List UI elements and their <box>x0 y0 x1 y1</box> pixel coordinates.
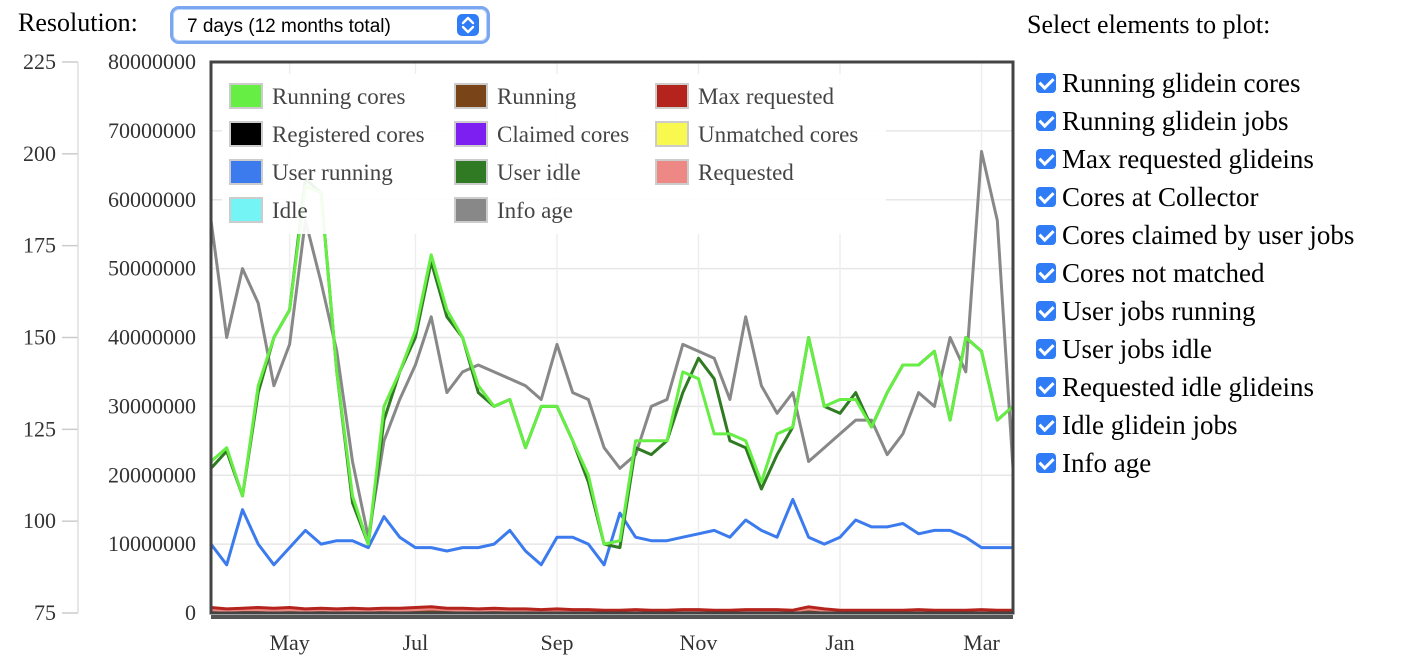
x-tick-label: Jul <box>403 630 429 655</box>
plot-element-item[interactable]: Requested idle glideins <box>1036 368 1354 406</box>
legend-swatch <box>655 159 689 185</box>
y-tick-label: 30000000 <box>108 393 196 418</box>
plot-element-item[interactable]: Cores at Collector <box>1036 178 1354 216</box>
legend-swatch <box>229 121 263 147</box>
legend-swatch <box>229 83 263 109</box>
plot-element-item[interactable]: Cores not matched <box>1036 254 1354 292</box>
legend-swatch <box>454 197 488 223</box>
x-tick-label: Sep <box>540 630 573 655</box>
checkbox-checked-icon[interactable] <box>1036 73 1056 93</box>
plot-frame <box>209 60 1015 615</box>
legend-label: Running cores <box>272 84 406 109</box>
plot-element-label: User jobs running <box>1062 295 1256 326</box>
plot-element-item[interactable]: Running glidein jobs <box>1036 102 1354 140</box>
plot-element-label: Max requested glideins <box>1062 143 1314 174</box>
series-line <box>209 497 1013 567</box>
legend-swatch <box>229 159 263 185</box>
sidebar-title: Select elements to plot: <box>1027 10 1271 39</box>
checkbox-checked-icon[interactable] <box>1036 225 1056 245</box>
x-tick-label: Mar <box>963 630 1000 655</box>
checkbox-checked-icon[interactable] <box>1036 149 1056 169</box>
plot-element-label: User jobs idle <box>1062 333 1212 364</box>
y-left-tick-label: 100 <box>23 508 56 533</box>
y-tick-label: 10000000 <box>108 531 196 556</box>
checkbox-checked-icon[interactable] <box>1036 111 1056 131</box>
plot-element-label: Info age <box>1062 447 1152 478</box>
y-tick-label: 60000000 <box>108 187 196 212</box>
checkbox-checked-icon[interactable] <box>1036 301 1056 321</box>
line-chart: 225 200 175 150 125 100 75 80000000 70000000 6000… <box>23 49 1015 655</box>
plot-element-label: Cores at Collector <box>1062 181 1259 212</box>
legend-swatch <box>454 121 488 147</box>
legend-swatch <box>229 197 263 223</box>
plot-element-label: Running glidein cores <box>1062 67 1301 98</box>
legend: Running cores Running Max requested Registe… <box>222 74 886 234</box>
legend-label: Idle <box>272 198 308 223</box>
plot-element-label: Idle glidein jobs <box>1062 409 1238 440</box>
plot-element-item[interactable]: Cores claimed by user jobs <box>1036 216 1354 254</box>
y-left-tick-label: 225 <box>23 50 56 74</box>
legend-label: User idle <box>497 160 581 185</box>
legend-label: Registered cores <box>272 122 425 147</box>
legend-swatch <box>655 83 689 109</box>
plot-element-label: Cores claimed by user jobs <box>1062 219 1355 250</box>
resolution-select-value: 7 days (12 months total) <box>187 16 391 37</box>
legend-background <box>222 74 886 234</box>
y-left-tick-label: 125 <box>23 416 56 441</box>
y-tick-label: 40000000 <box>108 325 196 350</box>
plot-element-label: Running glidein jobs <box>1062 105 1289 136</box>
plot-element-item[interactable]: User jobs running <box>1036 292 1354 330</box>
plot-element-item[interactable]: Max requested glideins <box>1036 140 1354 178</box>
plot-element-list: Running glidein cores Running glidein job… <box>1036 64 1354 482</box>
legend-swatch <box>454 83 488 109</box>
y-left-tick-label: 200 <box>23 141 56 166</box>
y-left-tick-label: 75 <box>34 600 56 625</box>
legend-label: Info age <box>497 198 573 223</box>
plot-element-item[interactable]: Info age <box>1036 444 1354 482</box>
legend-label: Claimed cores <box>497 122 629 147</box>
checkbox-checked-icon[interactable] <box>1036 415 1056 435</box>
legend-label: Running <box>497 84 577 109</box>
plot-element-label: Requested idle glideins <box>1062 371 1314 402</box>
series-line <box>210 184 1014 546</box>
x-tick-label: Jan <box>825 630 854 655</box>
y-tick-label: 70000000 <box>108 118 196 143</box>
plot-element-item[interactable]: Idle glidein jobs <box>1036 406 1354 444</box>
checkbox-checked-icon[interactable] <box>1036 377 1056 397</box>
y-left-tick-label: 150 <box>23 325 56 350</box>
legend-swatch <box>655 121 689 147</box>
legend-label: Requested <box>698 160 794 185</box>
plot-element-label: Cores not matched <box>1062 257 1265 288</box>
checkbox-checked-icon[interactable] <box>1036 263 1056 283</box>
checkbox-checked-icon[interactable] <box>1036 187 1056 207</box>
y-tick-label: 80000000 <box>108 50 196 74</box>
updown-chevron-icon <box>457 14 479 36</box>
legend-label: Max requested <box>698 84 835 109</box>
legend-label: Unmatched cores <box>698 122 858 147</box>
chart-area: 225 200 175 150 125 100 75 80000000 70000000 6000… <box>0 49 1020 666</box>
legend-swatch <box>454 159 488 185</box>
resolution-select[interactable]: 7 days (12 months total) <box>170 6 490 44</box>
y-tick-label: 20000000 <box>108 462 196 487</box>
y-tick-label: 50000000 <box>108 256 196 281</box>
series-line <box>209 150 1015 539</box>
legend-label: User running <box>272 160 393 185</box>
y-tick-label: 0 <box>185 600 196 625</box>
series-line <box>210 605 1013 612</box>
plot-element-item[interactable]: User jobs idle <box>1036 330 1354 368</box>
x-tick-label: May <box>269 630 309 655</box>
resolution-label: Resolution: <box>18 8 138 37</box>
y-left-tick-label: 175 <box>23 233 56 258</box>
plot-element-item[interactable]: Running glidein cores <box>1036 64 1354 102</box>
x-tick-label: Nov <box>680 630 718 655</box>
checkbox-checked-icon[interactable] <box>1036 453 1056 473</box>
checkbox-checked-icon[interactable] <box>1036 339 1056 359</box>
